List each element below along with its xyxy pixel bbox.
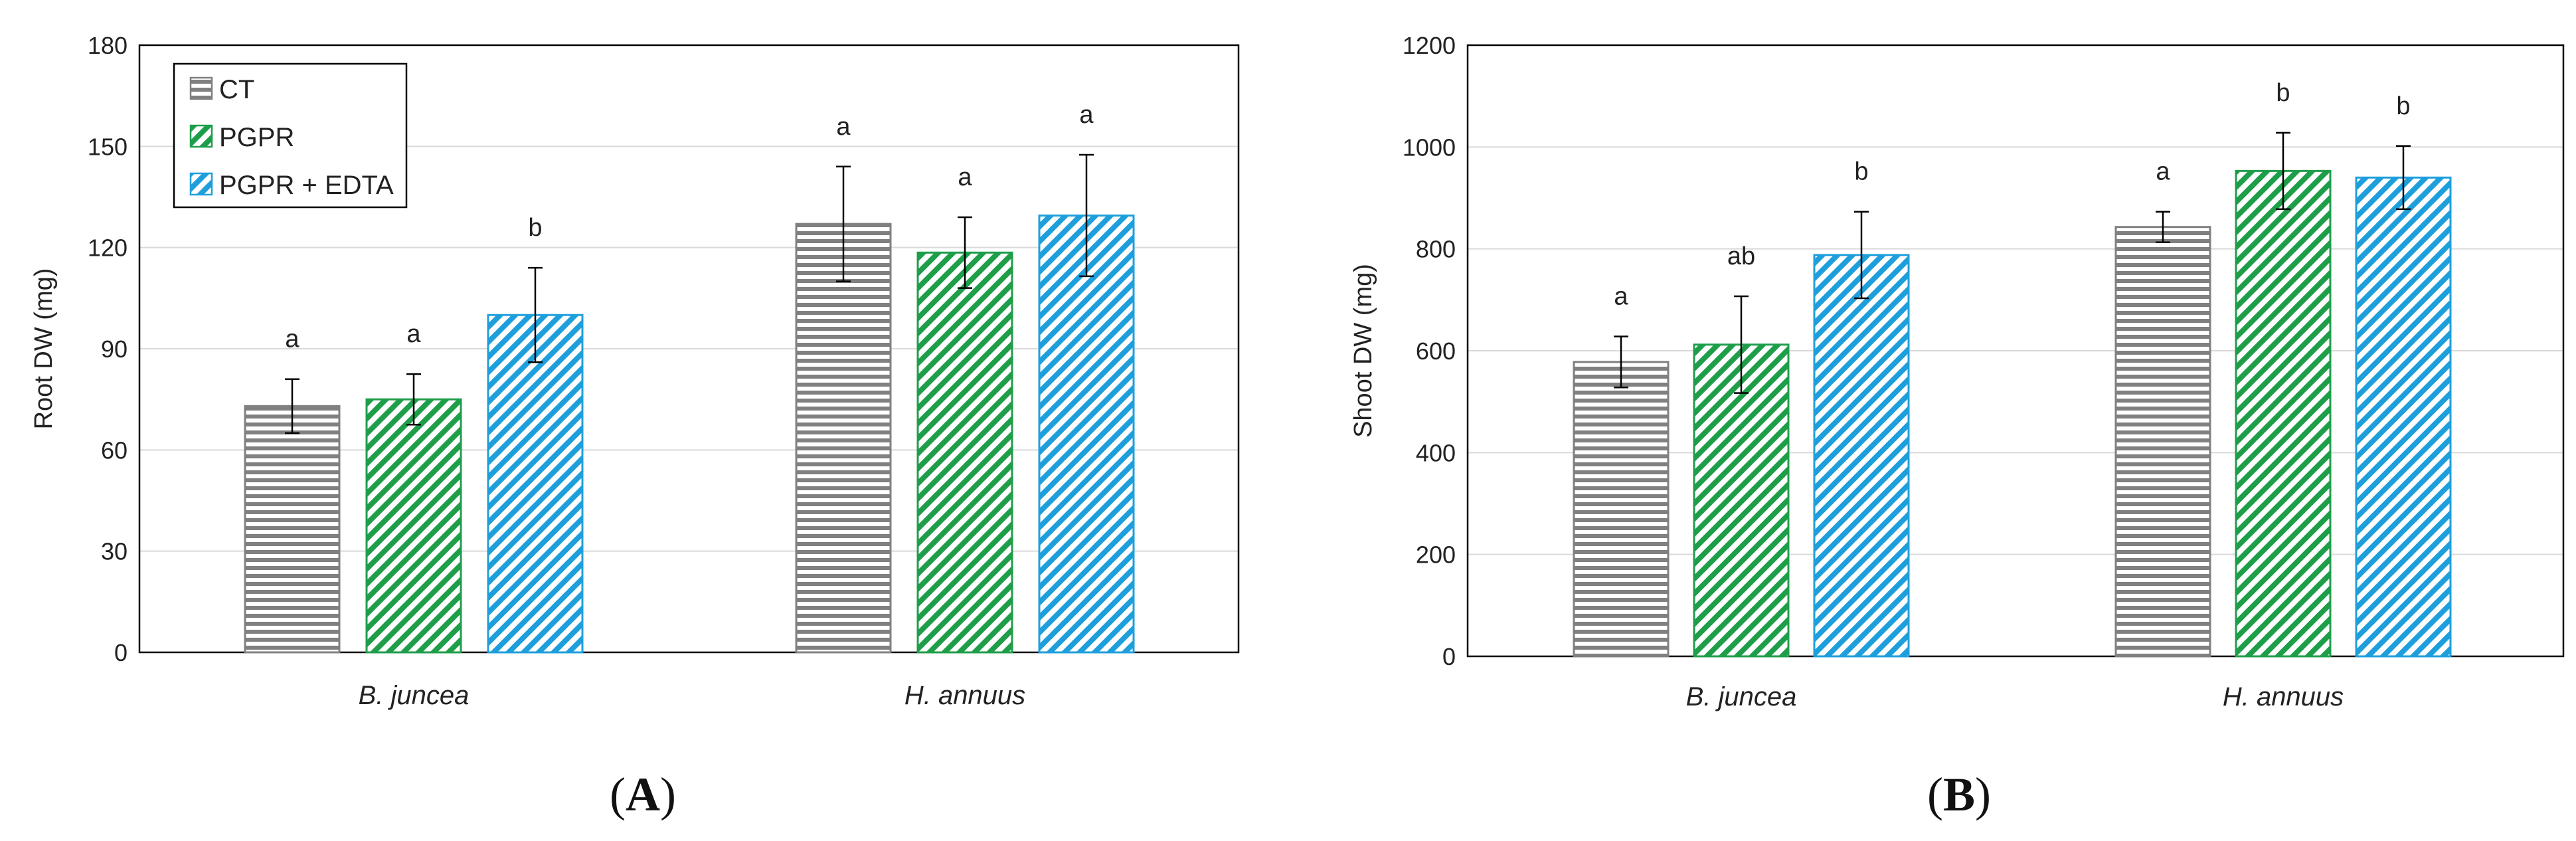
significance-letter: a [285,326,300,353]
plot-area-frame [1466,44,2565,658]
y-tick-label: 400 [1416,439,1456,466]
y-tick-label: 30 [101,538,128,565]
significance-letter: a [406,320,421,348]
y-tick-label: 150 [88,133,128,160]
bar-edta-h-annuus [2355,176,2452,658]
x-category-label: B. juncea [359,681,470,710]
significance-letter: b [2276,79,2290,107]
bar-edta-b-juncea [487,314,584,654]
y-tick-label: 60 [101,436,128,464]
significance-letter: b [528,214,542,242]
legend: CT PGPR PGPR + EDTA [173,62,408,209]
significance-letter: a [1079,101,1094,129]
y-axis-title: Root DW (mg) [30,268,58,430]
legend-label-pgpr: PGPR [219,123,294,152]
legend-label-edta: PGPR + EDTA [219,171,394,200]
bar-ct-h-annuus [2114,226,2211,658]
y-tick-label: 1200 [1403,32,1456,59]
chart-root-dw: 0 30 60 90 120 150 180 Root DW (mg) a a b B. juncea… [30,32,1240,821]
y-tick-label: 600 [1416,337,1456,365]
panel-label: (A) [610,768,676,821]
legend-swatch-pgpr [189,124,213,148]
y-tick-label: 1000 [1403,134,1456,161]
bar-edta-h-annuus [1038,214,1135,654]
legend-label-ct: CT [219,75,254,104]
bar-ct-b-juncea [1573,361,1670,658]
bar-pgpr-b-juncea [1693,343,1790,658]
legend-swatch-edta [189,172,213,196]
panel-label: (B) [1927,768,1991,821]
y-tick-label: 90 [101,335,128,363]
bar-ct-h-annuus [795,223,892,654]
legend-frame [173,62,408,209]
significance-letter: b [1854,158,1868,186]
y-tick-label: 0 [1442,643,1456,670]
y-tick-label: 120 [88,234,128,262]
x-category-label: H. annuus [2223,682,2344,711]
y-tick-label: 180 [88,32,128,59]
x-category-label: B. juncea [1686,682,1797,711]
y-tick-label: 200 [1416,541,1456,569]
bar-pgpr-h-annuus [2235,169,2332,658]
significance-letter: ab [1727,242,1755,270]
significance-letter: b [2396,92,2410,120]
bar-edta-b-juncea [1813,254,1910,658]
legend-swatch-ct [189,76,213,100]
significance-letter: a [836,113,851,141]
x-category-label: H. annuus [904,681,1025,710]
y-axis-title: Shoot DW (mg) [1349,264,1377,438]
significance-letter: a [1614,283,1628,311]
significance-letter: a [958,163,972,191]
significance-letter: a [2156,158,2170,186]
bar-pgpr-b-juncea [365,398,462,654]
y-tick-label: 800 [1416,236,1456,263]
bar-ct-b-juncea [244,405,341,654]
bar-pgpr-h-annuus [916,251,1013,654]
y-tick-label: 0 [114,639,128,666]
plot-area-frame [138,44,1240,654]
